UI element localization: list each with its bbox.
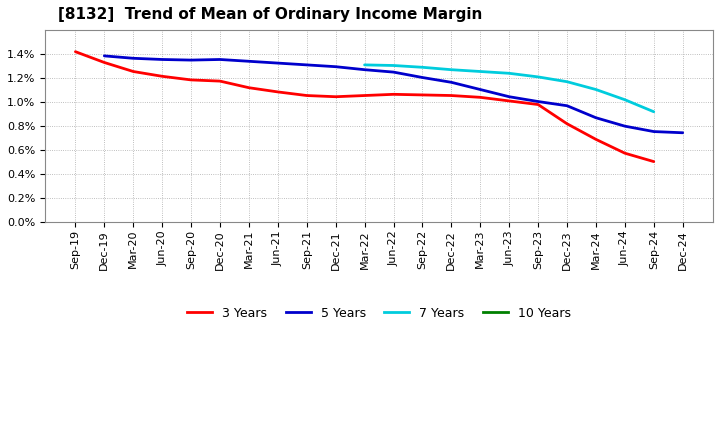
7 Years: [418, 65, 427, 70]
5 Years: [678, 130, 687, 136]
5 Years: [390, 70, 398, 75]
3 Years: [505, 98, 513, 103]
5 Years: [649, 129, 658, 134]
Line: 5 Years: 5 Years: [104, 56, 683, 133]
5 Years: [186, 58, 195, 63]
3 Years: [418, 92, 427, 98]
3 Years: [360, 93, 369, 98]
3 Years: [476, 95, 485, 100]
7 Years: [360, 62, 369, 67]
3 Years: [563, 121, 572, 126]
7 Years: [447, 67, 456, 72]
3 Years: [100, 60, 109, 65]
5 Years: [274, 60, 282, 66]
7 Years: [534, 74, 542, 80]
5 Years: [302, 62, 311, 67]
3 Years: [331, 94, 340, 99]
3 Years: [447, 93, 456, 98]
5 Years: [563, 103, 572, 108]
3 Years: [621, 150, 629, 156]
5 Years: [418, 75, 427, 80]
5 Years: [245, 59, 253, 64]
5 Years: [216, 57, 225, 62]
5 Years: [447, 80, 456, 85]
5 Years: [534, 99, 542, 104]
3 Years: [245, 85, 253, 90]
5 Years: [476, 87, 485, 92]
3 Years: [274, 89, 282, 95]
7 Years: [390, 63, 398, 68]
3 Years: [158, 73, 166, 79]
3 Years: [592, 137, 600, 142]
5 Years: [621, 124, 629, 129]
7 Years: [476, 69, 485, 74]
5 Years: [129, 55, 138, 61]
Line: 3 Years: 3 Years: [76, 51, 654, 161]
3 Years: [302, 93, 311, 98]
3 Years: [186, 77, 195, 83]
7 Years: [592, 87, 600, 92]
Line: 7 Years: 7 Years: [364, 65, 654, 112]
3 Years: [534, 102, 542, 107]
Text: [8132]  Trend of Mean of Ordinary Income Margin: [8132] Trend of Mean of Ordinary Income …: [58, 7, 483, 22]
3 Years: [216, 78, 225, 84]
5 Years: [158, 57, 166, 62]
3 Years: [71, 49, 80, 54]
7 Years: [563, 79, 572, 84]
7 Years: [505, 71, 513, 76]
5 Years: [360, 67, 369, 72]
3 Years: [390, 92, 398, 97]
5 Years: [331, 64, 340, 70]
3 Years: [129, 69, 138, 74]
3 Years: [649, 159, 658, 164]
5 Years: [100, 53, 109, 59]
5 Years: [592, 115, 600, 121]
7 Years: [649, 109, 658, 114]
Legend: 3 Years, 5 Years, 7 Years, 10 Years: 3 Years, 5 Years, 7 Years, 10 Years: [181, 301, 576, 325]
5 Years: [505, 94, 513, 99]
7 Years: [621, 97, 629, 103]
